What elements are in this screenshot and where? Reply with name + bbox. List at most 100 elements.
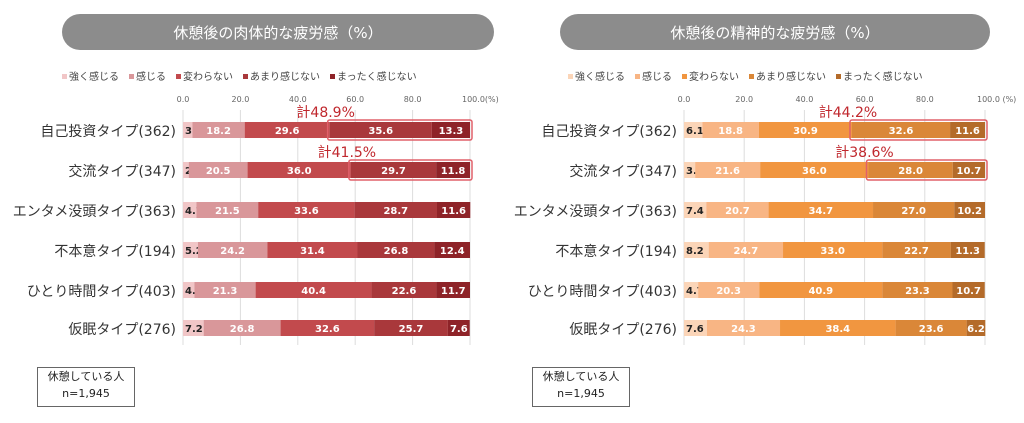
x-tick-label: 80.0: [404, 95, 422, 104]
data-label: 31.4: [300, 246, 325, 257]
x-tick-label: 0.0: [678, 95, 691, 104]
data-label: 10.7: [956, 286, 981, 297]
data-label: 21.6: [715, 166, 740, 177]
legend-swatch: [129, 74, 134, 79]
legend-swatch: [749, 74, 754, 79]
legend-swatch: [635, 74, 640, 79]
bar-segment: [267, 242, 358, 258]
bar-segment: [698, 282, 760, 298]
x-tick-label: 40.0: [289, 95, 307, 104]
bar-segment: [431, 122, 470, 138]
data-label: 4.0: [185, 286, 203, 297]
bar-segment: [183, 162, 189, 178]
bar-segment: [950, 242, 985, 258]
bar-segment: [783, 242, 883, 258]
bar-segment: [255, 282, 372, 298]
data-label: 27.0: [901, 206, 926, 217]
chart-title-mental: 休憩後の精神的な疲労感（%）: [560, 14, 990, 50]
data-label: 38.4: [825, 324, 850, 335]
data-label: 34.7: [808, 206, 833, 217]
total-annotation: 計41.5%: [318, 145, 376, 161]
data-label: 11.3: [955, 246, 980, 257]
x-tick-label: 100.0 (%): [977, 95, 1016, 104]
bar-segment: [952, 282, 985, 298]
legend-swatch: [682, 74, 687, 79]
bar-segment: [183, 122, 193, 138]
legend-swatch: [176, 74, 181, 79]
data-label: 12.4: [440, 246, 465, 257]
bar-segment: [966, 320, 986, 336]
data-label: 18.8: [718, 126, 743, 137]
note-line: 休憩している人: [47, 370, 125, 383]
data-label: 22.6: [392, 286, 417, 297]
note-box-right: 休憩している人 n=1,945: [532, 367, 630, 407]
bar-segment: [374, 320, 448, 336]
bar-segment: [183, 242, 198, 258]
x-tick-label: 100.0(%): [462, 95, 499, 104]
data-label: 20.7: [725, 206, 750, 217]
data-label: 5.2: [185, 246, 203, 257]
category-label: ひとり時間タイプ(403): [528, 284, 677, 300]
bar-segment: [758, 122, 852, 138]
legend-entry: 感じる: [642, 70, 672, 83]
data-label: 4.7: [686, 286, 704, 297]
bar-segment: [695, 162, 761, 178]
data-label: 30.9: [793, 126, 818, 137]
data-label: 8.2: [686, 246, 704, 257]
data-label: 21.5: [215, 206, 240, 217]
bar-segment: [192, 122, 245, 138]
legend-swatch: [62, 74, 67, 79]
bar-segment: [684, 162, 696, 178]
bar-segment: [247, 162, 351, 178]
data-label: 6.2: [967, 324, 985, 335]
highlight-box: [326, 119, 473, 141]
legend-entry: 感じる: [136, 70, 166, 83]
note-line: n=1,945: [557, 387, 605, 400]
highlight-box: [865, 159, 988, 181]
legend-entry: 強く感じる: [69, 70, 119, 83]
bar-segment: [183, 202, 197, 218]
bar-segment: [244, 122, 330, 138]
data-label: 23.3: [905, 286, 930, 297]
data-label: 25.7: [399, 324, 424, 335]
data-label: 4.7: [185, 206, 203, 217]
bar-segment: [183, 282, 195, 298]
bar-segment: [280, 320, 375, 336]
total-annotation: 計48.9%: [296, 105, 354, 121]
total-annotation: 計38.6%: [835, 145, 893, 161]
data-label: 26.8: [384, 246, 409, 257]
data-label: 24.7: [734, 246, 759, 257]
bar-segment: [882, 282, 953, 298]
data-label: 20.3: [716, 286, 741, 297]
bar-segment: [371, 282, 437, 298]
data-label: 7.6: [686, 324, 704, 335]
bar-segment: [760, 162, 869, 178]
data-label: 10.2: [957, 206, 982, 217]
note-line: 休憩している人: [542, 370, 620, 383]
data-label: 20.5: [206, 166, 231, 177]
bar-segment: [706, 320, 781, 336]
data-label: 29.6: [275, 126, 300, 137]
data-label: 22.7: [904, 246, 929, 257]
note-box-left: 休憩している人 n=1,945: [37, 367, 135, 407]
data-label: 33.6: [294, 206, 319, 217]
legend-swatch: [836, 74, 841, 79]
bar-segment: [350, 162, 437, 178]
data-label: 7.6: [450, 324, 468, 335]
bar-segment: [357, 242, 435, 258]
bar-segment: [436, 282, 470, 298]
bar-segment: [434, 242, 470, 258]
category-label: 自己投資タイプ(362): [541, 124, 677, 140]
legend-entry: 変わらない: [183, 70, 233, 83]
x-tick-label: 80.0: [916, 95, 934, 104]
category-label: 仮眠タイプ(276): [569, 322, 677, 338]
data-label: 24.2: [220, 246, 245, 257]
note-line: n=1,945: [62, 387, 110, 400]
data-label: 7.4: [686, 206, 704, 217]
bar-segment: [197, 242, 268, 258]
data-label: 7.2: [185, 324, 203, 335]
highlight-box: [849, 119, 988, 141]
bar-segment: [436, 202, 471, 218]
highlight-box: [348, 159, 473, 181]
total-annotation: 計44.2%: [819, 105, 877, 121]
